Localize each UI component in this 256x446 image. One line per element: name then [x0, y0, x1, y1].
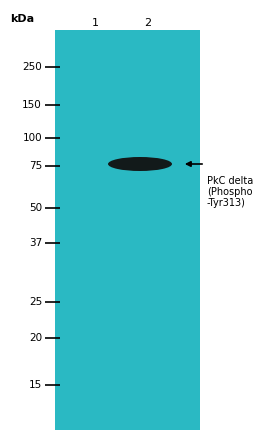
Text: 150: 150 — [22, 100, 42, 110]
Text: 50: 50 — [29, 203, 42, 213]
Text: 20: 20 — [29, 333, 42, 343]
Text: -Tyr313): -Tyr313) — [207, 198, 246, 208]
Ellipse shape — [108, 157, 172, 171]
Bar — [55, 30, 200, 430]
Text: PkC delta: PkC delta — [207, 176, 253, 186]
Text: 15: 15 — [29, 380, 42, 390]
Text: 1: 1 — [91, 18, 99, 28]
Text: 2: 2 — [144, 18, 152, 28]
Text: 25: 25 — [29, 297, 42, 307]
Text: 100: 100 — [22, 133, 42, 143]
Text: 37: 37 — [29, 238, 42, 248]
Text: 250: 250 — [22, 62, 42, 72]
Text: (Phospho: (Phospho — [207, 187, 252, 197]
Text: 75: 75 — [29, 161, 42, 171]
Text: kDa: kDa — [10, 14, 34, 24]
